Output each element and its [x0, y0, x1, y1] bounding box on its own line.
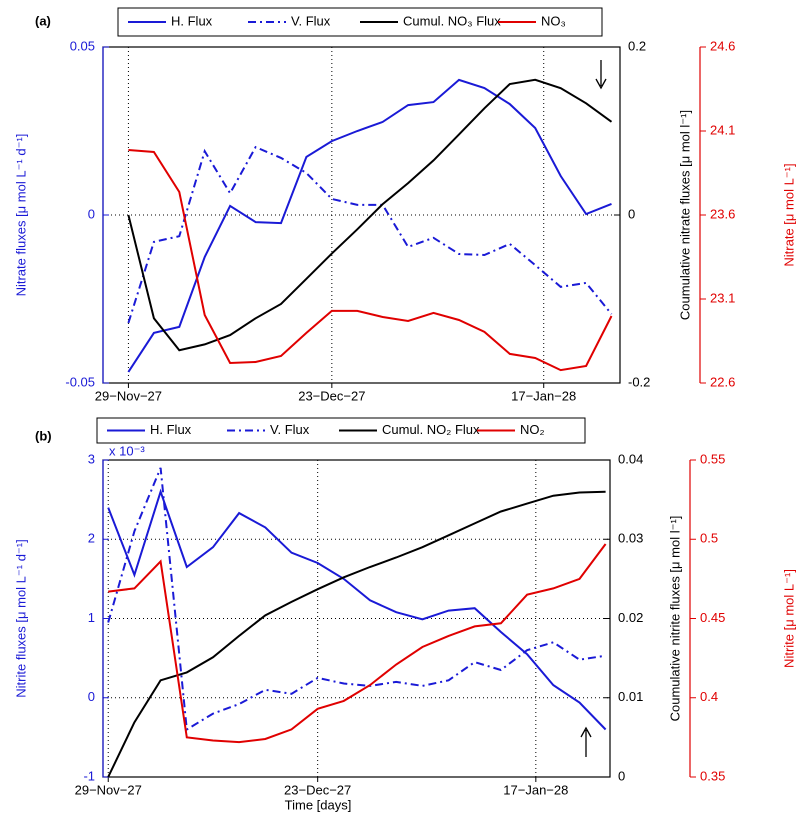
y2-axis-label: Coumulative nitrate fluxes [μ mol l⁻¹] — [677, 110, 692, 320]
panel-label: (b) — [35, 428, 52, 443]
legend-label: NO₂ — [520, 422, 545, 437]
y3-tick-label: 24.1 — [710, 122, 735, 137]
series-line — [127, 145, 613, 324]
series-line — [127, 78, 612, 373]
x-tick-label: 17−Jan−28 — [511, 388, 576, 403]
y3-tick-label: 0.55 — [700, 451, 725, 466]
x-tick-label: 29−Nov−27 — [75, 782, 142, 797]
y2-axis-label: Coumulative nitrite fluxes [μ mol l⁻¹] — [667, 516, 682, 722]
y3-tick-label: 0.35 — [700, 768, 725, 783]
y3-tick-label: 0.5 — [700, 531, 718, 546]
x-tick-label: 23−Dec−27 — [284, 782, 351, 797]
series-line — [107, 490, 606, 778]
y2-tick-label: 0.2 — [628, 38, 646, 53]
x-tick-label: 29−Nov−27 — [95, 388, 162, 403]
y2-tick-label: -0.2 — [628, 374, 650, 389]
panel-label: (a) — [35, 13, 51, 28]
y3-tick-label: 23.1 — [710, 290, 735, 305]
series-line — [128, 149, 613, 372]
plot-frame — [102, 46, 621, 384]
y3-tick-label: 22.6 — [710, 374, 735, 389]
y2-tick-label: 0.04 — [618, 451, 643, 466]
y3-tick-label: 0.4 — [700, 689, 718, 704]
series-line — [107, 467, 606, 732]
y-tick-label: 2 — [88, 531, 95, 546]
y2-tick-label: 0.02 — [618, 610, 643, 625]
legend-label: V. Flux — [270, 422, 310, 437]
y2-tick-label: 0.03 — [618, 531, 643, 546]
y3-tick-label: 0.45 — [700, 610, 725, 625]
legend-label: Cumul. NO₂ Flux — [382, 422, 480, 437]
legend-label: V. Flux — [291, 13, 331, 28]
y-axis-label: Nitrate fluxes [μ mol L⁻¹ d⁻¹] — [13, 134, 28, 297]
y3-axis-label: Nitrite [μ mol L⁻¹] — [781, 569, 796, 668]
y-tick-label: -1 — [83, 768, 95, 783]
x-tick-label: 17−Jan−28 — [503, 782, 568, 797]
arrow-down — [595, 60, 607, 90]
y-axis-label: Nitrite fluxes [μ mol L⁻¹ d⁻¹] — [13, 539, 28, 697]
series-line — [108, 543, 607, 744]
arrow-up — [580, 726, 592, 757]
y-tick-label: 0.05 — [70, 38, 95, 53]
y-tick-label: 3 — [88, 451, 95, 466]
y-multiplier: x 10⁻³ — [109, 443, 145, 458]
y-tick-label: 0 — [88, 206, 95, 221]
y3-axis-label: Nitrate [μ mol L⁻¹] — [781, 163, 796, 266]
series-line — [127, 78, 613, 352]
legend-label: H. Flux — [171, 13, 213, 28]
series-line — [107, 488, 607, 731]
y2-tick-label: 0 — [618, 768, 625, 783]
y-tick-label: 0 — [88, 689, 95, 704]
y3-tick-label: 23.6 — [710, 206, 735, 221]
y2-tick-label: 0.01 — [618, 689, 643, 704]
y2-tick-label: 0 — [628, 206, 635, 221]
legend-label: H. Flux — [150, 422, 192, 437]
legend-label: NO₃ — [541, 13, 566, 28]
x-axis-label: Time [days] — [285, 797, 352, 812]
x-tick-label: 23−Dec−27 — [298, 388, 365, 403]
legend-label: Cumul. NO₃ Flux — [403, 13, 501, 28]
y-tick-label: 1 — [88, 610, 95, 625]
y-tick-label: -0.05 — [65, 374, 95, 389]
y3-tick-label: 24.6 — [710, 38, 735, 53]
